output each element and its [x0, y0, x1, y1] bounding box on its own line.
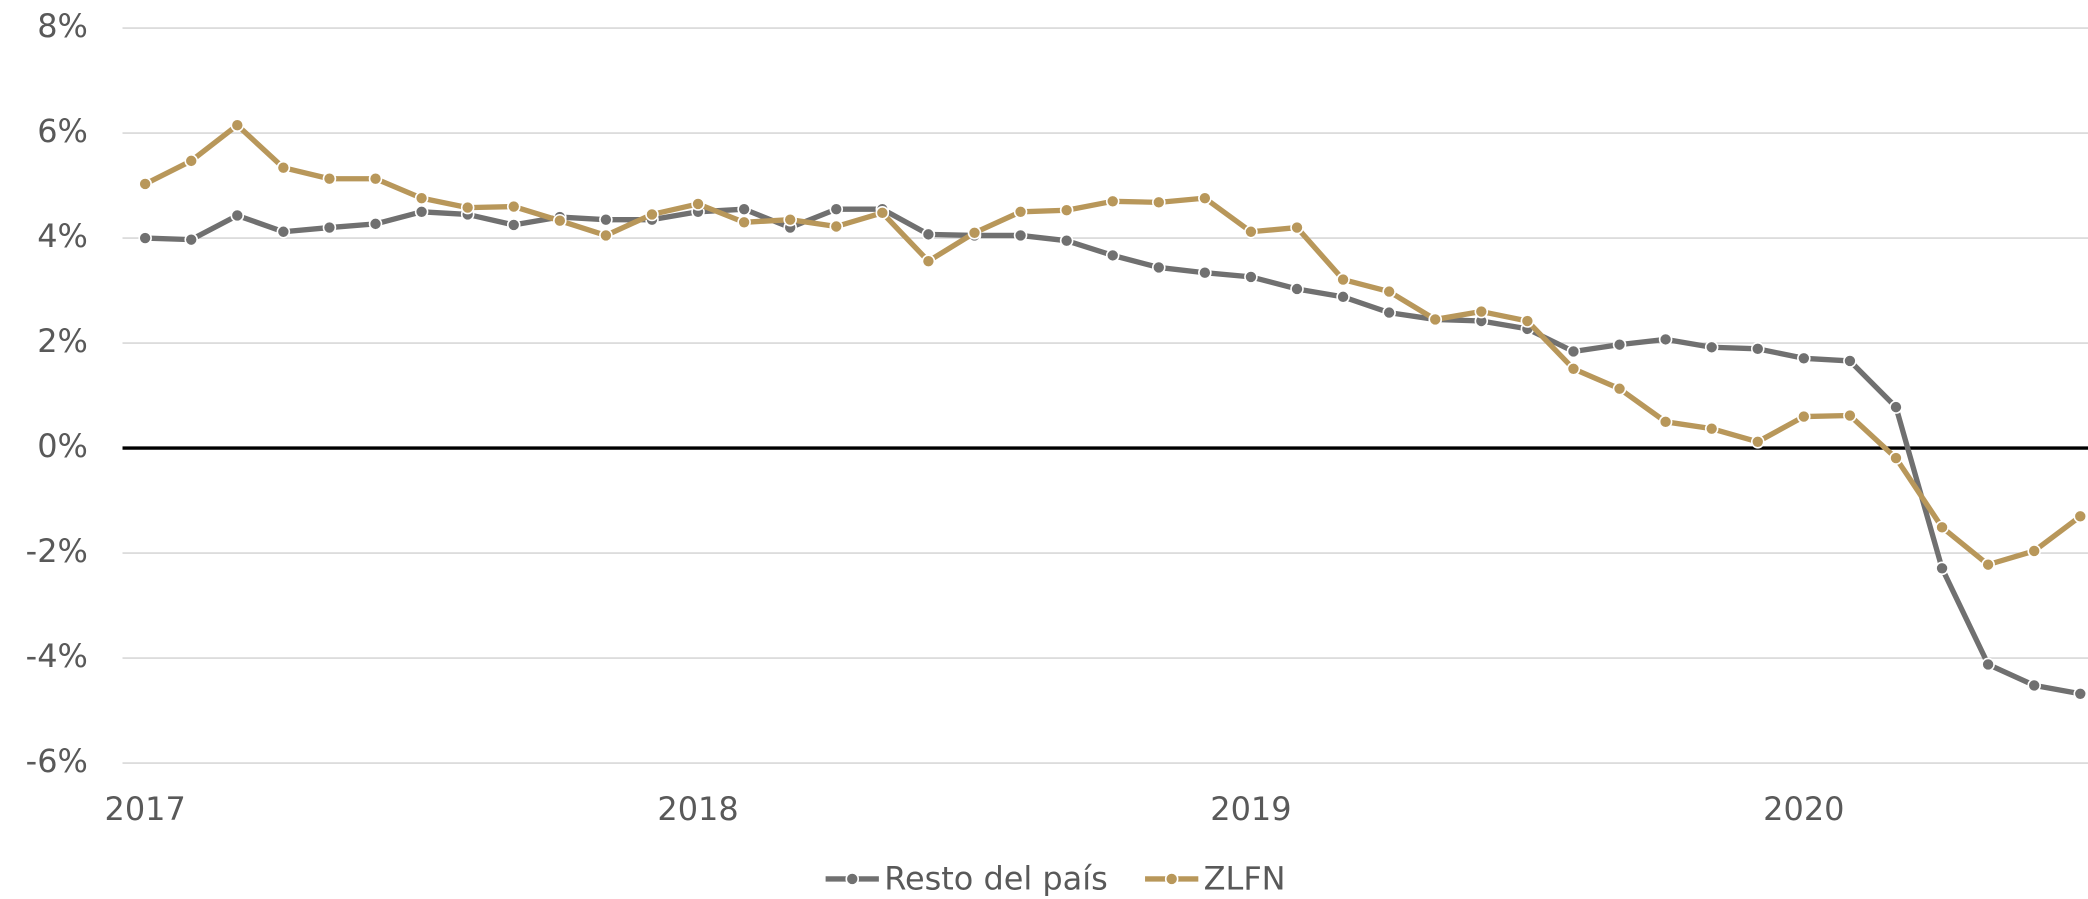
y-tick-label: -6% [26, 742, 88, 780]
point [1290, 220, 1304, 235]
point [1658, 415, 1673, 429]
point [1704, 340, 1719, 355]
point [138, 231, 152, 245]
point [506, 218, 521, 232]
point [921, 254, 936, 268]
point [1059, 203, 1074, 218]
point [368, 171, 383, 186]
point [414, 191, 429, 205]
point [2073, 687, 2088, 701]
point [276, 224, 291, 239]
y-tick-label: 0% [37, 427, 88, 465]
point [1797, 351, 1811, 366]
x-tick-label: 2017 [105, 790, 186, 828]
point [1336, 272, 1350, 287]
point [1935, 561, 1949, 576]
point [1244, 224, 1258, 239]
point [1105, 248, 1120, 263]
series-line [143, 122, 2082, 568]
point [1750, 342, 1765, 356]
legend-label: Resto del país [884, 859, 1108, 897]
point [1198, 191, 1212, 205]
point [1889, 400, 1903, 414]
x-tick-label: 2020 [1763, 790, 1844, 828]
legend-marker [1164, 872, 1179, 886]
point [737, 202, 751, 216]
point [1520, 314, 1535, 328]
point [645, 207, 659, 222]
point [1290, 282, 1304, 296]
point [506, 199, 521, 214]
point [460, 200, 475, 215]
point [1244, 270, 1258, 284]
point [1889, 451, 1903, 465]
point [1750, 434, 1765, 449]
y-tick-label: 8% [37, 7, 88, 45]
point [1151, 195, 1166, 210]
point [1336, 290, 1350, 304]
point [276, 160, 291, 175]
point [829, 202, 844, 216]
point [829, 219, 844, 234]
y-tick-label: 6% [37, 112, 88, 150]
point [184, 232, 199, 247]
point [230, 118, 245, 132]
y-tick-label: 4% [37, 217, 88, 255]
point [599, 212, 613, 227]
point [1981, 657, 1995, 672]
point [1059, 233, 1074, 248]
point [1935, 520, 1949, 535]
series-line [145, 206, 2081, 697]
point [783, 212, 797, 227]
point [1013, 205, 1028, 219]
point [1566, 362, 1581, 376]
point [553, 213, 567, 228]
y-tick-label: -2% [26, 532, 88, 570]
point [1151, 260, 1166, 275]
point [1843, 354, 1857, 368]
x-tick-label: 2019 [1210, 790, 1291, 828]
point [737, 215, 751, 230]
legend-marker [845, 872, 860, 886]
point [875, 206, 890, 220]
x-tick-label: 2018 [657, 790, 738, 828]
point [1658, 332, 1673, 347]
point [414, 205, 429, 219]
point [1382, 284, 1396, 299]
y-tick-label: -4% [26, 637, 88, 675]
point [322, 220, 337, 235]
point [1981, 557, 1995, 572]
point [2073, 509, 2088, 524]
point [599, 228, 613, 243]
point [1198, 265, 1212, 280]
point [1013, 228, 1028, 243]
point [1474, 304, 1489, 319]
point [1566, 344, 1581, 359]
point [2027, 678, 2041, 693]
point [322, 171, 337, 186]
point [230, 208, 245, 223]
point [2027, 544, 2041, 558]
point [1428, 312, 1443, 327]
point [691, 197, 705, 211]
point [1797, 409, 1811, 424]
legend-label: ZLFN [1204, 859, 1286, 897]
point [1612, 337, 1627, 352]
point [1105, 194, 1120, 209]
point [967, 226, 982, 240]
point [1843, 408, 1857, 423]
y-tick-label: 2% [37, 322, 88, 360]
point [138, 177, 152, 191]
point [1612, 381, 1627, 396]
point [184, 154, 199, 168]
point [921, 227, 936, 242]
point [368, 217, 383, 231]
point [1382, 305, 1396, 320]
point [1704, 421, 1719, 436]
